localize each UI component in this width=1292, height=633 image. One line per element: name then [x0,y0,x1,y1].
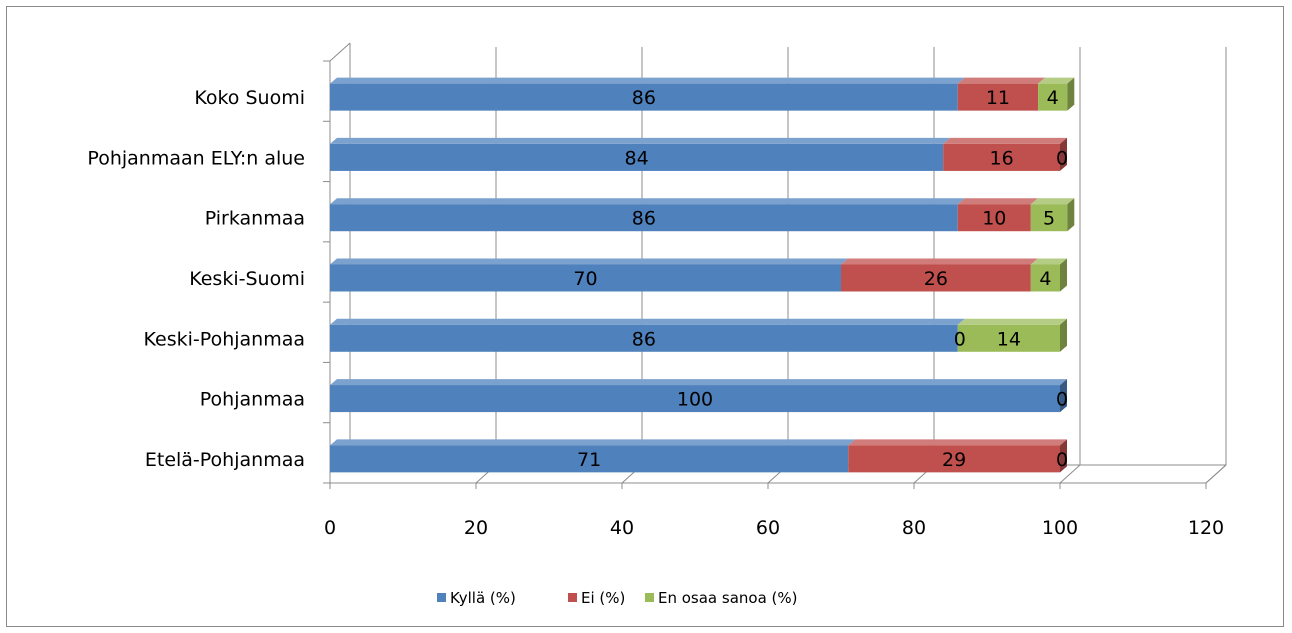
category-label: Keski-Pohjanmaa [144,328,305,350]
bar-top [848,439,1067,446]
bar-top [330,318,965,325]
x-tick-label: 100 [1042,517,1078,539]
category-label: Pirkanmaa [205,208,305,230]
data-label: 10 [982,208,1006,230]
bar-top [1030,198,1075,205]
category-label: Keski-Suomi [189,268,305,290]
bar-segment [957,324,1060,352]
bar-top [330,439,856,446]
bar-segment [330,143,944,171]
category-label: Etelä-Pohjanmaa [145,449,305,471]
bars: 86 11 4 84 16 0 86 10 5 70 26 4 86 0 14 100 0 71 29 0 [330,77,1075,473]
bar-segment [943,143,1060,171]
legend-swatch [568,593,577,602]
bar-side [1060,379,1067,413]
data-label: 11 [986,87,1010,109]
data-label: 16 [990,147,1014,169]
bar-side [1060,137,1067,171]
bar-top [330,379,1067,386]
data-label: 71 [577,449,601,471]
x-tick-label: 40 [610,517,634,539]
bar-segment [841,264,1031,292]
bar-segment [330,385,1060,413]
bar-segment [1038,83,1068,111]
data-label: 5 [1043,208,1055,230]
legend-swatch [437,593,446,602]
bar-side [1067,198,1075,232]
data-label: 100 [677,389,713,411]
data-label: 0 [1056,147,1068,169]
floor-gridline [1059,464,1081,484]
y-axis-top-edge [329,42,351,62]
bar-top [841,258,1038,265]
bar-segment [1030,204,1068,232]
bar-top [330,258,848,265]
data-label: 0 [954,328,966,350]
bar-top [1030,258,1067,265]
category-label: Pohjanmaa [200,389,305,411]
data-label: 86 [632,208,656,230]
legend-label: En osaa sanoa (%) [658,589,798,607]
bar-side [1060,439,1067,473]
data-label: 29 [942,449,966,471]
x-tick-label: 20 [464,517,488,539]
bar-side [1067,77,1075,111]
floor-right-edge [1205,464,1227,484]
data-label: 4 [1039,268,1051,290]
bar-top [330,198,965,205]
bar-side [1060,258,1067,292]
data-label: 86 [632,328,656,350]
legend-label: Ei (%) [581,589,625,607]
bar-segment [330,264,841,292]
category-label: Koko Suomi [194,87,305,109]
data-label: 0 [1056,389,1068,411]
bar-segment [957,83,1039,111]
bar-segment [848,445,1060,473]
data-label: 0 [1056,449,1068,471]
bar-top [330,137,951,144]
bar-segment [957,204,1031,232]
bar-top [957,318,1067,325]
x-tick-label: 120 [1188,517,1224,539]
legend-swatch [645,593,654,602]
legend-label: Kyllä (%) [450,589,516,607]
category-label: Pohjanmaan ELY:n alue [87,147,305,169]
bar-side [1060,318,1067,352]
bar-segment [330,204,958,232]
data-label: 14 [997,328,1021,350]
data-label: 4 [1047,87,1059,109]
x-tick-label: 0 [324,517,336,539]
bar-segment [330,324,958,352]
data-label: 86 [632,87,656,109]
data-label: 84 [625,147,649,169]
data-label: 70 [573,268,597,290]
bar-segment [1030,264,1060,292]
bar-top [330,77,965,84]
data-label: 26 [924,268,948,290]
bar-segment [330,83,958,111]
legend: Kyllä (%) Ei (%) En osaa sanoa (%) [437,589,798,607]
bar-top [943,137,1067,144]
x-tick-labels: 0 20 40 60 80 100 120 [324,483,1224,539]
bar-top [957,198,1038,205]
bar-segment [330,445,849,473]
bar-top [1038,77,1075,84]
bar-top [957,77,1046,84]
x-tick-label: 80 [902,517,926,539]
x-tick-label: 60 [756,517,780,539]
